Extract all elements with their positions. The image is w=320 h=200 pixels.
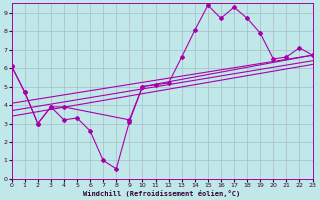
X-axis label: Windchill (Refroidissement éolien,°C): Windchill (Refroidissement éolien,°C) bbox=[84, 190, 241, 197]
